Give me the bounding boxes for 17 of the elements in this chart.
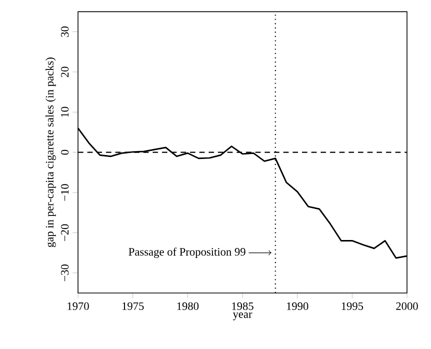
y-tick-label: 0 [60, 150, 69, 155]
x-tick-label: 1985 [232, 302, 254, 310]
y-axis-title: gap in per-capita cigarette sales (in packs) [46, 58, 56, 248]
annotation: Passage of Proposition 99 [128, 248, 246, 258]
y-tick-label: 10 [60, 106, 69, 117]
y-tick-label: −30 [60, 264, 69, 282]
y-tick-label: −10 [60, 184, 69, 201]
x-axis-title: year [232, 312, 252, 320]
x-tick-label: 1975 [122, 302, 144, 310]
x-tick-label: 2000 [396, 302, 418, 310]
x-tick-label: 1970 [68, 302, 89, 310]
x-tick-label: 1990 [287, 302, 308, 310]
x-tick-label: 1995 [342, 302, 364, 310]
y-tick-label: 30 [60, 26, 69, 37]
y-tick-label: −20 [60, 224, 69, 241]
y-tick-label: 20 [60, 66, 69, 78]
x-tick-label: 1980 [177, 302, 199, 310]
